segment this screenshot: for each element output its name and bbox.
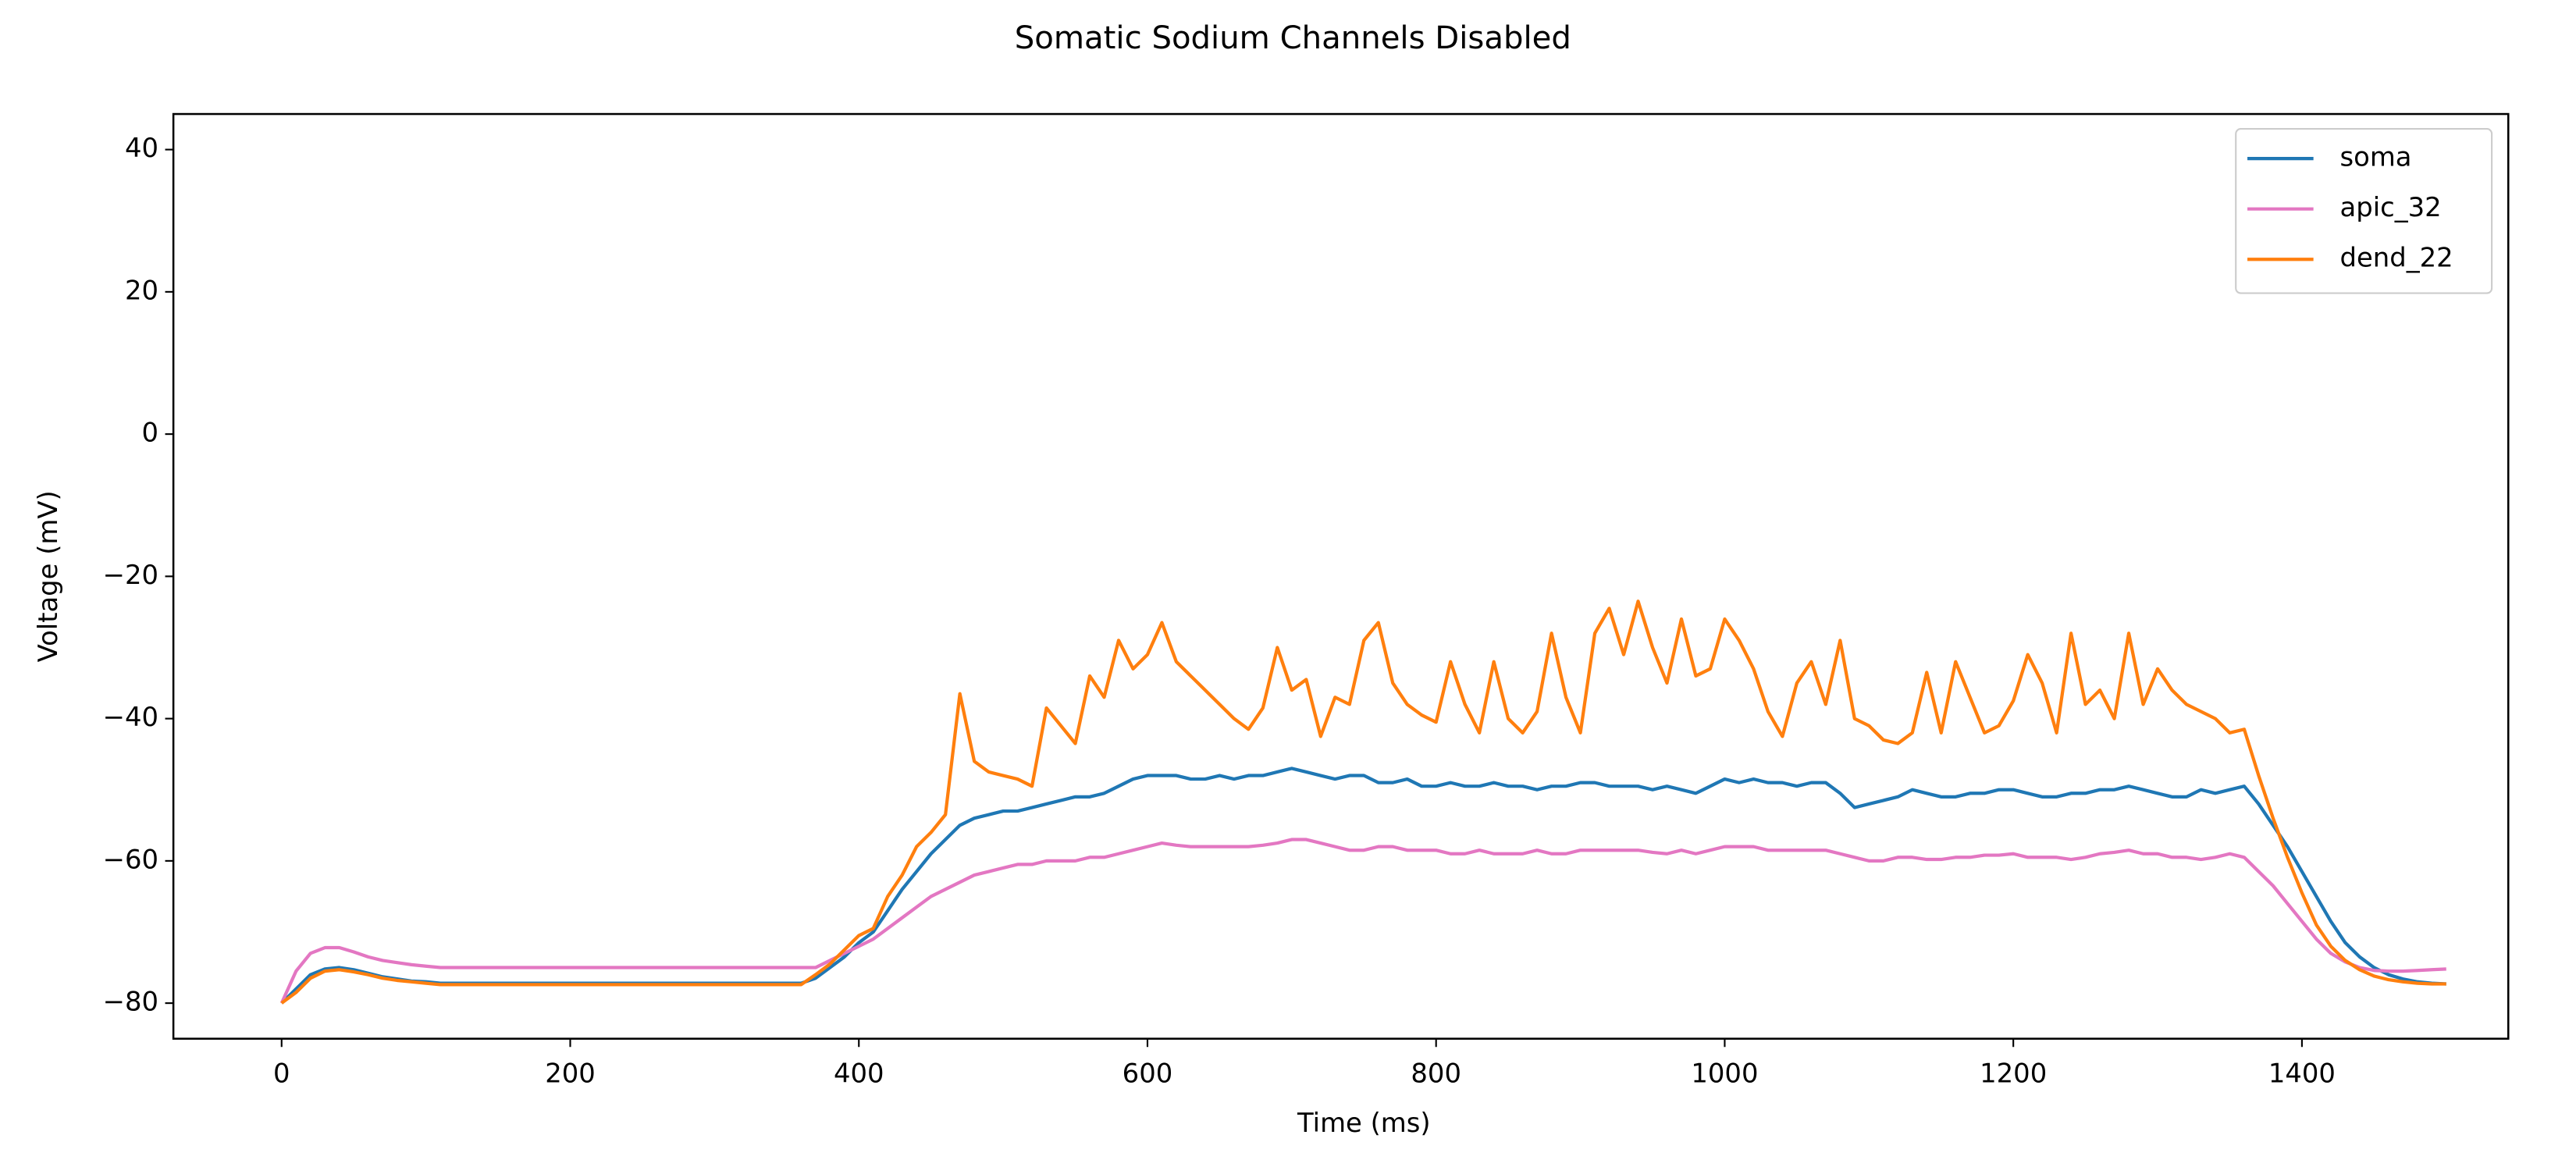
y-axis-label: Voltage (mV) (33, 490, 63, 662)
x-tick-label: 1200 (1980, 1058, 2047, 1089)
y-tick-label: −20 (103, 560, 158, 590)
legend-box (2235, 128, 2493, 294)
x-tick-label: 400 (834, 1058, 884, 1089)
x-tick-label: 200 (545, 1058, 596, 1089)
y-tick-label: 40 (125, 133, 158, 163)
y-tick-label: 0 (142, 418, 159, 448)
chart-title: Somatic Sodium Channels Disabled (1015, 20, 1571, 56)
line-series (279, 838, 2446, 1004)
x-tick-label: 600 (1123, 1058, 1173, 1089)
y-tick-label: −60 (103, 844, 158, 874)
x-tick-label: 1400 (2268, 1058, 2336, 1089)
y-tick-label: −80 (103, 987, 158, 1017)
y-tick-label: −40 (103, 702, 158, 732)
plot-frame (172, 112, 2510, 1040)
x-tick-label: 1000 (1691, 1058, 1758, 1089)
line-series (280, 599, 2446, 1005)
x-tick-label: 0 (273, 1058, 290, 1089)
y-tick-label: 20 (125, 275, 158, 305)
legend-label: apic_32 (2340, 192, 2442, 222)
x-axis-label: Time (ms) (1297, 1108, 1431, 1138)
legend-label: soma (2340, 142, 2412, 173)
x-tick-label: 800 (1411, 1058, 1461, 1089)
legend-label: dend_22 (2340, 243, 2453, 273)
